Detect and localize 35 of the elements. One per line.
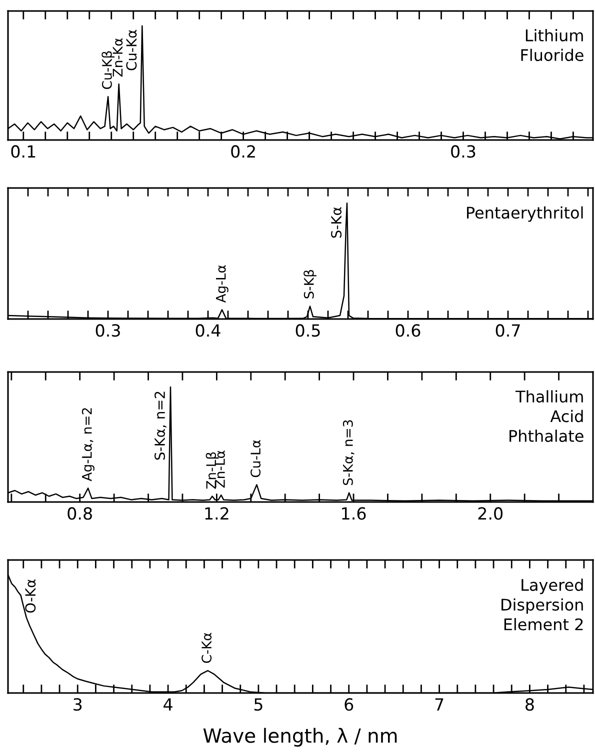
- x-axis-title: Wave length, λ / nm: [203, 728, 397, 747]
- annotation: S-Kα, n=3: [342, 420, 354, 486]
- x-tick-label: 7: [435, 698, 444, 711]
- x-tick-label: 0.6: [396, 324, 420, 337]
- x-tick-label: 0.2: [231, 145, 255, 158]
- annotation: Lithium Fluoride: [521, 29, 584, 62]
- annotation: C-Kα: [202, 632, 212, 663]
- x-tick-label: 0.7: [496, 324, 520, 337]
- x-tick-label: 2.0: [478, 507, 503, 520]
- annotation: Cu-Lα: [250, 440, 261, 478]
- annotation: Ag-Lα: [216, 265, 228, 303]
- annotation: Pentaerythritol: [467, 206, 583, 222]
- x-tick-label: 5: [254, 698, 262, 711]
- annotation: S-Kα: [331, 207, 342, 238]
- annotation: Cu-Kβ: [102, 51, 114, 90]
- x-tick-label: 0.3: [96, 324, 120, 337]
- annotation: S-Kβ: [304, 270, 316, 298]
- x-tick-label: 0.1: [11, 145, 36, 158]
- x-tick-label: 0.3: [451, 145, 476, 158]
- annotation: O-Kα: [25, 579, 36, 613]
- annotation: Layered Dispersion Element 2: [502, 578, 583, 630]
- x-tick-label: 0.5: [296, 324, 320, 337]
- x-tick-label: 0.8: [68, 507, 92, 520]
- x-tick-label: 1.2: [205, 507, 228, 520]
- x-tick-label: 0.4: [196, 324, 220, 337]
- annotation: Zn-Kα: [112, 38, 123, 77]
- x-tick-label: 6: [344, 698, 354, 711]
- annotation: Ag-Lα, n=2: [82, 408, 94, 482]
- annotation: Thallium Acid Phthalate: [510, 390, 584, 442]
- annotation: Cu-Kα: [126, 30, 137, 70]
- annotation: S-Kα, n=2: [154, 392, 166, 460]
- x-tick-label: 3: [74, 698, 82, 711]
- x-tick-label: 1.6: [342, 507, 366, 520]
- x-tick-label: 8: [526, 698, 534, 711]
- x-tick-label: 4: [164, 698, 172, 711]
